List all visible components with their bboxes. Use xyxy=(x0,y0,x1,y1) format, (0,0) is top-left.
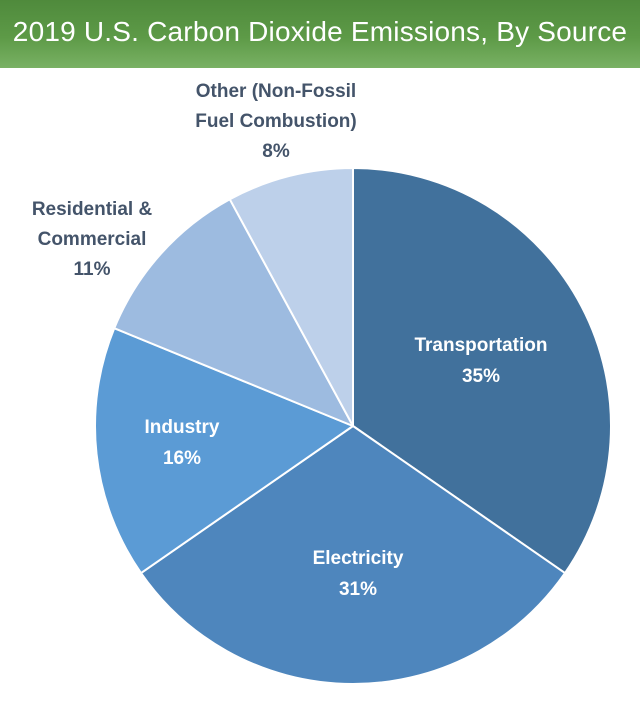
chart-header: 2019 U.S. Carbon Dioxide Emissions, By S… xyxy=(0,0,640,68)
pie-chart-area: Transportation 35% Electricity 31% Industry 1… xyxy=(0,68,640,701)
slice-name-label: Residential & xyxy=(32,199,153,220)
slice-name-label: Fuel Combustion) xyxy=(195,111,356,132)
slice-value-label: 16% xyxy=(163,448,201,469)
pie-slice-other-non-fossil xyxy=(228,167,354,427)
slice-name-label: Other (Non-Fossil xyxy=(196,81,356,102)
slice-label-industry: Industry 16% xyxy=(145,417,220,469)
slice-label-other-non-fossil: Other (Non-Fossil Fuel Combustion) 8% xyxy=(195,81,356,162)
pie-slice-residential xyxy=(113,198,354,427)
slice-name-label: Commercial xyxy=(38,229,147,250)
pie-slice-industry xyxy=(94,327,354,575)
slice-label-residential: Residential & Commercial 11% xyxy=(32,199,153,280)
slice-label-transportation: Transportation 35% xyxy=(414,335,547,387)
pie-slice-electricity xyxy=(140,425,566,686)
slice-value-label: 11% xyxy=(74,259,111,280)
slice-name-label: Electricity xyxy=(313,548,404,569)
slice-value-label: 8% xyxy=(262,141,290,162)
slice-label-electricity: Electricity 31% xyxy=(313,548,404,600)
slice-value-label: 35% xyxy=(462,366,500,387)
slice-name-label: Industry xyxy=(145,417,220,438)
slice-value-label: 31% xyxy=(339,579,377,600)
chart-title: 2019 U.S. Carbon Dioxide Emissions, By S… xyxy=(12,16,628,47)
pie-chart: Transportation 35% Electricity 31% Industry 1… xyxy=(32,81,612,686)
slice-name-label: Transportation xyxy=(414,335,547,356)
pie-slice-transportation xyxy=(352,167,612,575)
